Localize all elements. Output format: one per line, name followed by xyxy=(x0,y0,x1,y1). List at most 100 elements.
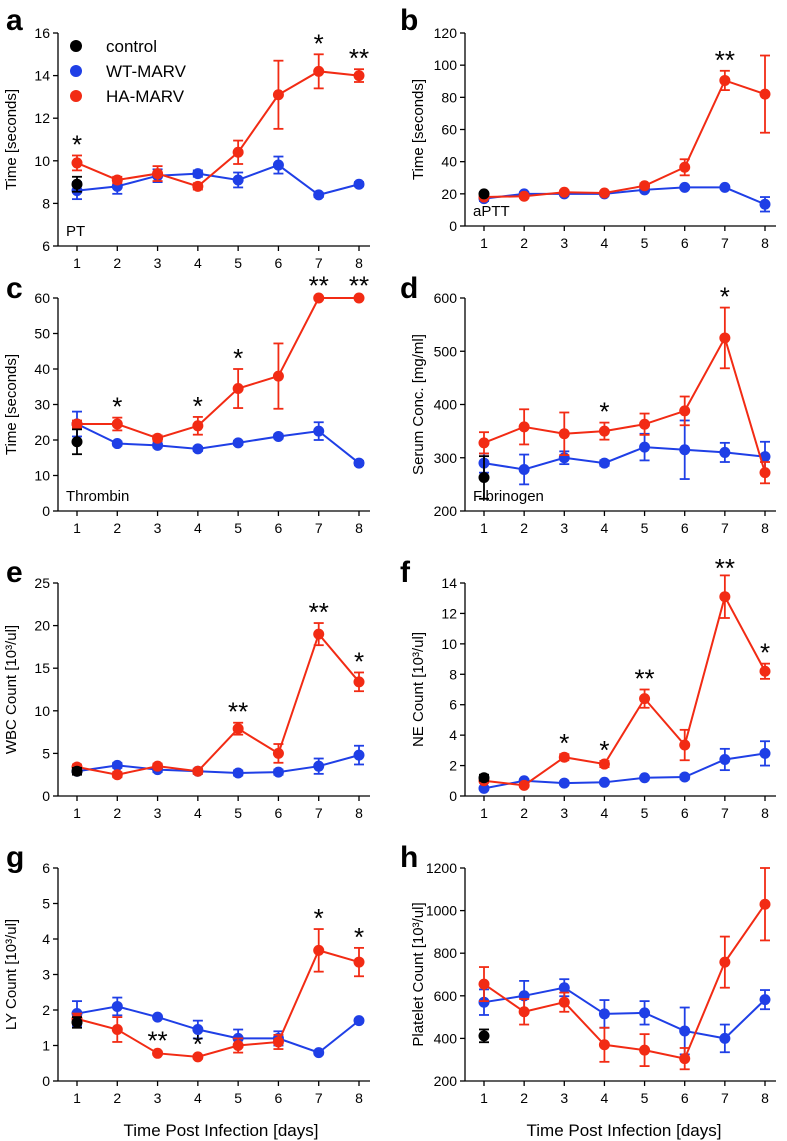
data-point-ha-f xyxy=(558,751,570,763)
x-tick-label-f: 4 xyxy=(601,805,609,821)
y-tick-label-a: 10 xyxy=(34,153,50,169)
data-point-ha-g xyxy=(192,1051,204,1063)
x-tick-label-b: 8 xyxy=(761,235,769,251)
data-point-wt-f xyxy=(639,772,651,784)
data-point-wt-d xyxy=(639,441,651,453)
data-point-wt-g xyxy=(111,1000,123,1012)
data-point-ha-f xyxy=(679,739,691,751)
y-tick-label-b: 40 xyxy=(441,154,457,170)
data-point-wt-h xyxy=(598,1008,610,1020)
significance-marker-c: * xyxy=(233,343,243,373)
y-tick-label-h: 1000 xyxy=(426,903,457,919)
data-point-ha-d xyxy=(558,428,570,440)
data-point-ha-g xyxy=(111,1024,123,1036)
x-tick-label-c: 5 xyxy=(234,520,242,536)
y-tick-label-f: 14 xyxy=(441,575,457,591)
data-point-ha-f xyxy=(518,779,530,791)
y-tick-label-a: 8 xyxy=(42,195,50,211)
data-point-wt-h xyxy=(558,982,570,994)
y-tick-label-f: 12 xyxy=(441,605,457,621)
data-point-wt-d xyxy=(719,446,731,458)
x-tick-label-b: 3 xyxy=(560,235,568,251)
significance-marker-f: * xyxy=(760,638,770,668)
significance-marker-f: * xyxy=(559,728,569,758)
control-point-f xyxy=(478,772,490,784)
data-point-wt-c xyxy=(313,425,325,437)
x-tick-label-h: 6 xyxy=(681,1090,689,1106)
x-tick-label-a: 8 xyxy=(355,255,363,271)
y-tick-label-c: 60 xyxy=(34,290,50,306)
data-point-ha-h xyxy=(679,1053,691,1065)
x-tick-label-b: 2 xyxy=(520,235,528,251)
series-line-ha-c xyxy=(77,297,359,440)
x-tick-label-h: 2 xyxy=(520,1090,528,1106)
x-tick-label-d: 6 xyxy=(681,520,689,536)
panel-d: d 200 300 400 500 600 1 2 3 4 5 6 7 8 Serum Conc. [mg/… xyxy=(400,272,776,536)
x-tick-label-g: 6 xyxy=(275,1090,283,1106)
data-point-wt-a xyxy=(232,174,244,186)
x-tick-label-e: 5 xyxy=(234,805,242,821)
data-point-ha-f xyxy=(719,591,731,603)
data-point-ha-c xyxy=(71,418,83,430)
x-tick-label-f: 3 xyxy=(560,805,568,821)
data-point-ha-a xyxy=(71,157,83,169)
significance-marker-f: ** xyxy=(634,664,654,694)
legend: control WT-MARV HA-MARV xyxy=(70,37,187,106)
series-line-wt-d xyxy=(483,446,766,471)
data-point-wt-d xyxy=(679,444,691,456)
series-line-ha-b xyxy=(483,79,766,199)
y-tick-label-f: 0 xyxy=(449,788,457,804)
data-point-ha-g xyxy=(272,1036,284,1048)
y-axis-title-a: Time [seconds] xyxy=(3,89,20,190)
data-point-ha-h xyxy=(759,898,771,910)
data-point-ha-d xyxy=(598,425,610,437)
data-point-wt-b xyxy=(759,198,771,210)
y-tick-label-c: 20 xyxy=(34,432,50,448)
series-line-wt-h xyxy=(483,986,766,1040)
data-point-wt-f xyxy=(598,776,610,788)
data-point-wt-b xyxy=(719,181,731,193)
data-point-ha-d xyxy=(679,405,691,417)
data-point-wt-b xyxy=(679,181,691,193)
data-point-wt-h xyxy=(639,1007,651,1019)
x-tick-label-a: 6 xyxy=(275,255,283,271)
data-point-ha-g xyxy=(353,956,365,968)
data-point-wt-c xyxy=(353,457,365,469)
data-point-ha-e xyxy=(232,723,244,735)
x-tick-label-f: 5 xyxy=(641,805,649,821)
data-point-wt-d xyxy=(598,457,610,469)
data-point-wt-f xyxy=(478,782,490,794)
data-point-wt-e xyxy=(111,759,123,771)
data-point-ha-b xyxy=(719,74,731,86)
x-tick-label-c: 1 xyxy=(73,520,81,536)
legend-control-marker xyxy=(70,40,82,52)
series-line-wt-g xyxy=(76,1005,360,1054)
data-point-wt-g xyxy=(313,1047,325,1059)
x-tick-label-h: 3 xyxy=(560,1090,568,1106)
y-tick-label-g: 0 xyxy=(42,1073,50,1089)
x-tick-label-h: 1 xyxy=(480,1090,488,1106)
data-point-wt-f xyxy=(719,753,731,765)
data-point-ha-h xyxy=(598,1039,610,1051)
data-point-ha-h xyxy=(639,1044,651,1056)
y-tick-label-c: 40 xyxy=(34,361,50,377)
significance-marker-g: * xyxy=(193,1029,203,1059)
y-tick-label-d: 400 xyxy=(434,397,458,413)
data-point-ha-c xyxy=(232,383,244,395)
data-point-ha-c xyxy=(313,292,325,304)
control-point-e xyxy=(71,765,83,777)
significance-marker-c: * xyxy=(112,392,122,422)
data-point-ha-a xyxy=(353,70,365,82)
data-point-ha-h xyxy=(558,996,570,1008)
x-tick-label-d: 4 xyxy=(601,520,609,536)
x-tick-label-b: 1 xyxy=(480,235,488,251)
data-point-ha-d xyxy=(719,332,731,344)
x-tick-label-c: 3 xyxy=(154,520,162,536)
y-tick-label-c: 0 xyxy=(42,503,50,519)
data-point-ha-c xyxy=(192,420,204,432)
y-axis-title-c: Time [seconds] xyxy=(3,354,20,455)
panel-letter-a: a xyxy=(6,4,23,37)
x-tick-label-g: 4 xyxy=(194,1090,202,1106)
